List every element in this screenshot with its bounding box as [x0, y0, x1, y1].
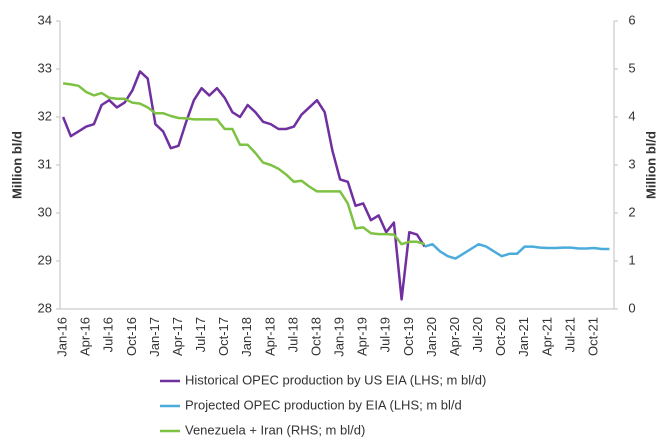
y-tick-label: 29 [38, 252, 52, 267]
x-tick-label: Oct-17 [216, 317, 231, 356]
x-tick-label: Jan-20 [424, 317, 439, 357]
series-line [62, 82, 426, 246]
x-tick-label: Jul-21 [562, 317, 577, 352]
x-tick-label: Jan-19 [332, 317, 347, 357]
legend-label: Venezuela + Iran (RHS; m bl/d) [185, 422, 365, 437]
x-tick-label: Jul-19 [378, 317, 393, 352]
y-axis-label: Million bl/d [9, 131, 24, 199]
x-tick-label: Oct-18 [308, 317, 323, 356]
legend-label: Historical OPEC production by US EIA (LH… [185, 372, 486, 387]
x-tick-label: Apr-21 [539, 317, 554, 356]
x-tick-label: Apr-20 [447, 317, 462, 356]
x-tick-label: Oct-16 [124, 317, 139, 356]
y2-tick-label: 4 [628, 108, 635, 123]
x-tick-label: Jul-17 [193, 317, 208, 352]
y2-tick-label: 1 [628, 252, 635, 267]
y2-tick-label: 3 [628, 156, 635, 171]
y-tick-label: 34 [38, 12, 52, 27]
x-tick-label: Jul-16 [101, 317, 116, 352]
y-tick-label: 28 [38, 300, 52, 315]
x-tick-label: Apr-19 [355, 317, 370, 356]
y-tick-label: 30 [38, 204, 52, 219]
x-tick-label: Apr-18 [262, 317, 277, 356]
y-tick-label: 33 [38, 60, 52, 75]
x-tick-label: Jul-18 [285, 317, 300, 352]
legend-label: Projected OPEC production by EIA (LHS; m… [185, 397, 462, 412]
y2-tick-label: 2 [628, 204, 635, 219]
y-tick-label: 31 [38, 156, 52, 171]
y2-tick-label: 0 [628, 300, 635, 315]
x-tick-label: Oct-21 [585, 317, 600, 356]
y2-tick-label: 6 [628, 12, 635, 27]
series-line [61, 70, 426, 301]
x-tick-label: Jan-21 [516, 317, 531, 357]
x-tick-label: Jan-16 [55, 317, 70, 357]
x-tick-label: Jan-17 [147, 317, 162, 357]
x-tick-label: Apr-17 [170, 317, 185, 356]
x-tick-label: Oct-20 [493, 317, 508, 356]
x-tick-label: Apr-16 [78, 317, 93, 356]
y2-axis-label: Million bl/d [643, 131, 658, 199]
y-tick-label: 32 [38, 108, 52, 123]
x-tick-label: Oct-19 [401, 317, 416, 356]
x-tick-label: Jan-18 [239, 317, 254, 357]
series-line [424, 242, 610, 260]
y2-tick-label: 5 [628, 60, 635, 75]
x-tick-label: Jul-20 [470, 317, 485, 352]
